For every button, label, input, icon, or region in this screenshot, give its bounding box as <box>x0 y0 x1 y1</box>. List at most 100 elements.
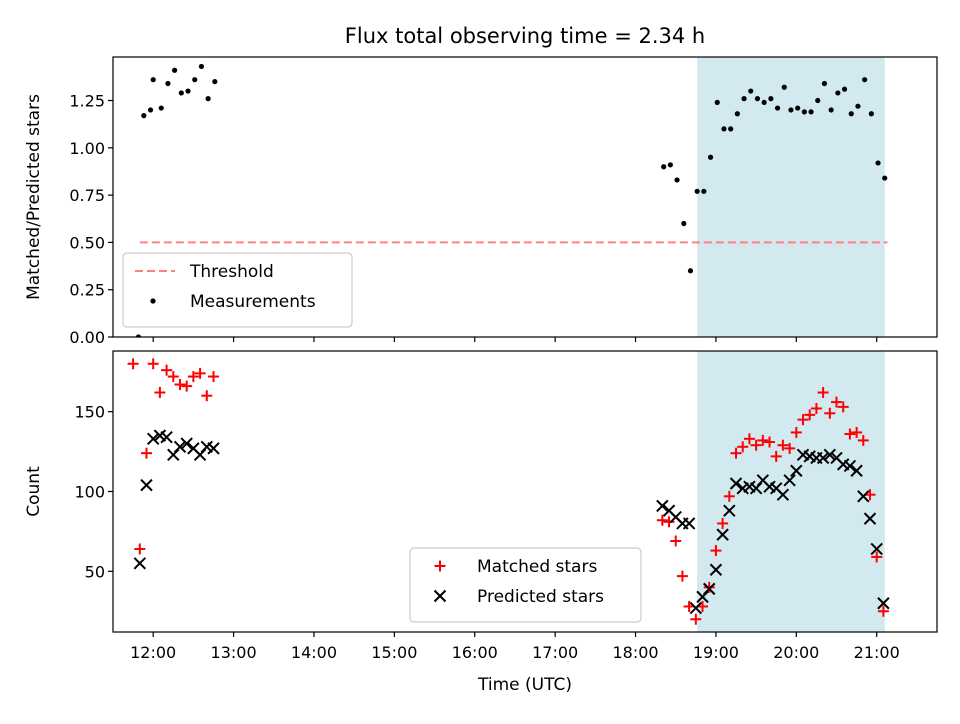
data-point-plus-43 <box>857 434 869 446</box>
data-point-plus-6 <box>167 371 179 383</box>
data-point-x-19 <box>703 582 716 596</box>
data-point-x-39-b <box>837 458 850 471</box>
data-point-plus-34 <box>797 414 809 426</box>
data-point-plus-7 <box>174 379 186 391</box>
x-tick-label: 15:00 <box>371 643 417 662</box>
data-point-plus-32 <box>784 442 796 454</box>
data-point-plus-39 <box>831 396 843 408</box>
data-point-plus-14 <box>663 516 675 528</box>
data-point-plus-2 <box>140 447 152 459</box>
y-tick-label: 100 <box>74 483 105 502</box>
y-tick-label: 50 <box>85 562 105 581</box>
data-point-dot-1 <box>141 113 147 119</box>
data-point-plus-21 <box>710 545 722 557</box>
data-point-plus-9 <box>187 371 199 383</box>
data-point-x-16-b <box>682 517 696 530</box>
data-point-x-32-b <box>790 464 803 477</box>
legend-label: Measurements <box>190 292 316 312</box>
data-point-x-31 <box>783 474 796 487</box>
data-point-x-30-b <box>776 488 790 501</box>
data-point-x-21-b <box>716 528 729 541</box>
x-tick-label: 21:00 <box>854 643 900 662</box>
data-point-dot-0 <box>135 334 142 337</box>
data-point-plus-16 <box>676 570 688 582</box>
data-point-dot-14 <box>667 162 673 168</box>
data-point-x-40-b <box>843 459 857 473</box>
data-point-dot-8 <box>185 88 191 94</box>
data-point-plus-8 <box>181 380 193 392</box>
data-point-x-44-b <box>870 542 883 556</box>
data-point-x-27-b <box>756 474 770 487</box>
data-point-dot-12 <box>212 78 218 85</box>
data-point-dot-24 <box>734 111 740 117</box>
data-point-dot-22 <box>721 126 727 132</box>
data-point-x-29-b <box>770 482 783 495</box>
data-point-x-36-b <box>816 451 830 465</box>
data-point-plus-18 <box>690 613 702 625</box>
data-point-x-25-b <box>743 480 756 493</box>
data-point-plus-23 <box>723 490 735 502</box>
data-point-x-37 <box>823 448 837 461</box>
data-point-x-3-b <box>153 429 167 442</box>
data-point-x-33-b <box>796 448 810 461</box>
data-point-dot-37 <box>821 80 828 87</box>
data-point-plus-37 <box>817 387 829 399</box>
data-point-x-45 <box>877 597 890 610</box>
data-point-plus-20 <box>703 581 715 593</box>
data-point-plus-11 <box>201 390 213 402</box>
data-point-x-34-b <box>803 450 816 463</box>
x-tick-label: 12:00 <box>130 643 176 662</box>
y-tick-label: 150 <box>74 403 105 422</box>
data-point-x-30 <box>776 488 790 501</box>
data-point-dot-45 <box>875 160 881 166</box>
data-point-x-38-b <box>830 451 843 465</box>
data-point-x-7 <box>180 437 193 450</box>
plot-frame <box>112 56 938 338</box>
data-point-plus-10 <box>194 367 206 379</box>
x-tick-label: 20:00 <box>773 643 819 662</box>
data-point-plus-30 <box>770 450 782 462</box>
data-point-dot-29 <box>768 96 774 102</box>
data-point-x-4 <box>160 431 173 444</box>
data-point-dot-43 <box>862 77 868 83</box>
upper-panel: 0.00 0.25 0.50 0.75 1.00 1.25 Matched/Predicte… <box>24 56 938 347</box>
data-point-x-43-b <box>863 512 877 525</box>
y-tick-label: 0.25 <box>69 281 105 300</box>
data-point-x-1 <box>140 478 153 492</box>
observing-window-shade <box>697 351 885 632</box>
x-tick-label: 19:00 <box>693 643 739 662</box>
data-point-x-42-b <box>857 490 870 503</box>
data-point-x-7-b <box>180 437 193 450</box>
data-point-x-32 <box>790 464 803 477</box>
legend: Matched stars Predicted stars <box>409 547 642 623</box>
data-point-plus-15 <box>670 535 682 547</box>
data-point-dot-15 <box>674 177 680 183</box>
data-point-x-4-b <box>160 431 173 444</box>
legend: Threshold Measurements <box>122 252 353 328</box>
data-point-dot-10 <box>198 63 205 70</box>
legend-swatch-plus <box>434 560 446 572</box>
data-point-dot-23 <box>728 126 734 132</box>
data-point-x-2-b <box>146 432 160 446</box>
data-point-dot-5 <box>165 80 171 87</box>
data-point-dot-27 <box>754 96 761 102</box>
data-point-x-1-b <box>140 478 153 492</box>
data-point-plus-38 <box>824 407 836 419</box>
data-point-x-0-b <box>133 557 147 570</box>
data-point-plus-31 <box>777 439 789 451</box>
lower-panel: 50 100 150 12:00 13:00 14:00 15:00 16:00 17:00 18… <box>24 350 938 662</box>
data-point-x-44 <box>870 542 883 556</box>
data-point-x-41 <box>850 464 863 477</box>
data-point-dot-19 <box>701 188 707 194</box>
data-point-plus-17 <box>683 600 695 612</box>
data-point-dot-9 <box>192 77 198 83</box>
data-point-dot-38 <box>828 107 834 113</box>
data-point-plus-44 <box>864 489 876 501</box>
data-point-x-11-b <box>207 442 220 455</box>
data-point-dot-33 <box>795 105 801 111</box>
data-point-x-22-b <box>723 504 736 517</box>
data-point-plus-4 <box>154 387 166 399</box>
legend-swatch-dot <box>150 298 156 304</box>
